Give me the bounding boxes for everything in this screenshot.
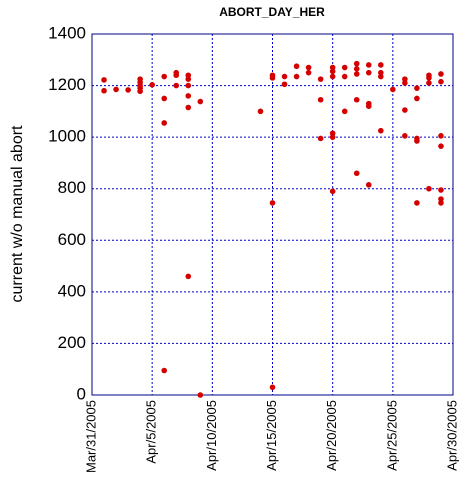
- data-point: [378, 73, 384, 80]
- data-point: [329, 134, 336, 140]
- data-point: [414, 85, 420, 91]
- x-tick-label: Apr/10/2005: [204, 400, 219, 471]
- data-point: [438, 200, 444, 206]
- data-point: [329, 64, 336, 71]
- data-point: [402, 80, 408, 86]
- data-point: [185, 72, 192, 79]
- data-point: [365, 62, 372, 68]
- data-point: [185, 104, 192, 111]
- data-point: [269, 200, 276, 206]
- data-point: [329, 130, 336, 137]
- data-point: [341, 108, 348, 115]
- data-point: [161, 95, 167, 102]
- data-point: [113, 86, 119, 93]
- data-point: [438, 196, 444, 202]
- data-point: [185, 93, 192, 99]
- data-point: [317, 76, 324, 82]
- data-point: [341, 73, 348, 80]
- data-point: [438, 187, 444, 193]
- data-point: [185, 82, 192, 89]
- data-point: [426, 75, 432, 81]
- data-point: [438, 143, 444, 149]
- data-point: [402, 76, 408, 82]
- y-axis-label: current w/o manual abort: [9, 125, 26, 303]
- data-point: [378, 62, 384, 68]
- y-tick-label: 1400: [48, 23, 86, 42]
- data-point: [426, 185, 432, 192]
- data-point: [438, 78, 444, 85]
- data-point: [305, 69, 312, 76]
- data-point: [161, 120, 167, 126]
- data-point: [161, 367, 167, 374]
- data-point: [269, 75, 276, 81]
- data-point: [353, 66, 360, 72]
- data-point: [137, 88, 143, 95]
- y-tick-label: 400: [58, 281, 86, 300]
- data-point: [329, 188, 336, 195]
- y-tick-label: 0: [77, 384, 86, 403]
- y-tick-label: 800: [58, 178, 86, 197]
- data-point: [197, 98, 204, 105]
- data-point: [185, 273, 192, 280]
- data-point: [378, 69, 384, 76]
- data-point: [353, 170, 360, 177]
- data-point: [269, 384, 276, 391]
- x-tick-label: Mar/31/2005: [83, 400, 98, 473]
- x-tick-label: Apr/5/2005: [144, 400, 159, 464]
- data-point: [305, 64, 312, 71]
- data-point: [281, 73, 288, 80]
- data-point: [173, 72, 180, 79]
- data-point: [197, 392, 204, 398]
- data-point: [365, 103, 372, 109]
- data-point: [341, 64, 348, 71]
- data-point: [317, 96, 324, 103]
- data-point: [378, 127, 384, 134]
- y-tick-label: 1200: [48, 75, 86, 94]
- data-point: [257, 108, 264, 115]
- y-tick-label: 200: [58, 333, 86, 352]
- data-point: [353, 60, 360, 67]
- data-point: [353, 71, 360, 77]
- data-point: [161, 73, 167, 80]
- data-point: [293, 63, 300, 70]
- data-point: [414, 95, 420, 102]
- data-point: [390, 86, 396, 93]
- data-point: [353, 96, 360, 103]
- data-point: [329, 68, 336, 75]
- data-point: [438, 71, 444, 77]
- data-point: [101, 77, 107, 83]
- data-point: [365, 182, 372, 188]
- data-point: [185, 76, 192, 82]
- data-point: [329, 73, 336, 80]
- data-point: [125, 87, 131, 93]
- data-point: [365, 69, 372, 76]
- y-tick-label: 1000: [48, 127, 86, 146]
- x-tick-label: Apr/25/2005: [384, 400, 399, 471]
- plot-frame: [91, 33, 454, 396]
- data-point: [402, 107, 408, 113]
- x-tick-label: Apr/30/2005: [444, 400, 459, 471]
- data-point: [101, 87, 107, 94]
- data-point: [438, 133, 444, 139]
- x-tick-label: Apr/15/2005: [264, 400, 279, 471]
- data-point: [426, 80, 432, 86]
- y-tick-label: 600: [58, 230, 86, 249]
- x-tick-label: Apr/20/2005: [324, 400, 339, 471]
- data-point: [149, 81, 155, 88]
- data-point: [414, 200, 420, 206]
- chart-title: ABORT_DAY_HER: [219, 5, 325, 19]
- data-point: [317, 135, 324, 142]
- data-point: [402, 133, 408, 139]
- data-point: [414, 138, 420, 144]
- data-point: [173, 82, 180, 89]
- data-point: [293, 73, 300, 80]
- data-point: [281, 81, 288, 88]
